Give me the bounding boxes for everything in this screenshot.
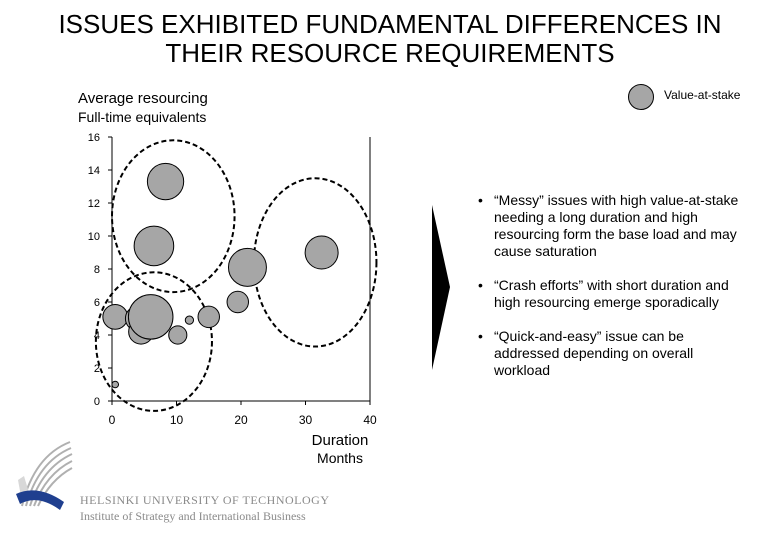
bubble-point xyxy=(168,325,188,345)
y-tick-label: 4 xyxy=(94,330,100,342)
legend-label: Value-at-stake xyxy=(664,88,741,102)
bubble-point xyxy=(146,162,185,201)
bubble-point xyxy=(184,315,195,325)
x-tick-label: 10 xyxy=(170,413,184,427)
y-tick-label: 14 xyxy=(88,165,100,177)
bullet-text: “Crash efforts” with short duration and … xyxy=(494,277,729,310)
bubble-point xyxy=(127,294,174,340)
bubble-point xyxy=(304,235,339,270)
bullet-text: “Messy” issues with high value-at-stake … xyxy=(494,192,739,259)
group-ellipse xyxy=(252,177,378,348)
x-tick-label: 30 xyxy=(299,413,313,427)
y-tick-label: 10 xyxy=(88,231,100,243)
y-tick-label: 16 xyxy=(88,132,100,144)
bullet-item-crash: • “Crash efforts” with short duration an… xyxy=(478,277,748,311)
bullet-dot: • xyxy=(478,328,483,344)
x-tick-label: 20 xyxy=(234,413,248,427)
page-title: ISSUES EXHIBITED FUNDAMENTAL DIFFERENCES… xyxy=(0,10,780,68)
bubble-point xyxy=(197,305,220,329)
university-logo-icon xyxy=(16,441,73,510)
institute-name: Institute of Strategy and International … xyxy=(80,509,306,523)
x-tick-label: 0 xyxy=(109,413,116,427)
bullet-dot: • xyxy=(478,277,483,293)
bullet-text: “Quick-and-easy” issue can be addressed … xyxy=(494,328,694,378)
right-arrow-icon xyxy=(432,205,450,370)
y-tick-label: 12 xyxy=(88,198,100,210)
university-name: HELSINKI UNIVERSITY OF TECHNOLOGY xyxy=(80,493,330,507)
y-tick-label: 2 xyxy=(94,363,100,375)
bubble-point xyxy=(227,247,267,287)
bullet-item-quick: • “Quick-and-easy” issue can be addresse… xyxy=(478,328,748,379)
y-tick-label: 6 xyxy=(94,297,100,309)
y-axis-label: Average resourcing xyxy=(78,90,208,107)
group-ellipse xyxy=(94,271,213,412)
bullet-dot: • xyxy=(478,192,483,208)
x-axis-unit: Months xyxy=(317,450,363,466)
bullet-list: • “Messy” issues with high value-at-stak… xyxy=(478,192,748,396)
y-axis-unit: Full-time equivalents xyxy=(78,109,207,125)
x-axis-label: Duration xyxy=(311,432,369,449)
bubble-point xyxy=(133,225,175,267)
bubble-point xyxy=(226,290,249,314)
x-tick-label: 40 xyxy=(363,413,377,427)
legend-bubble-icon xyxy=(628,84,654,110)
y-tick-label: 8 xyxy=(94,264,100,276)
group-ellipse xyxy=(110,139,236,294)
title-line-2: THEIR RESOURCE REQUIREMENTS xyxy=(165,38,615,68)
bubble-point xyxy=(111,380,120,389)
bubble-point xyxy=(102,303,129,330)
bullet-item-messy: • “Messy” issues with high value-at-stak… xyxy=(478,192,748,260)
title-line-1: ISSUES EXHIBITED FUNDAMENTAL DIFFERENCES… xyxy=(58,9,722,39)
y-tick-label: 0 xyxy=(94,396,100,408)
